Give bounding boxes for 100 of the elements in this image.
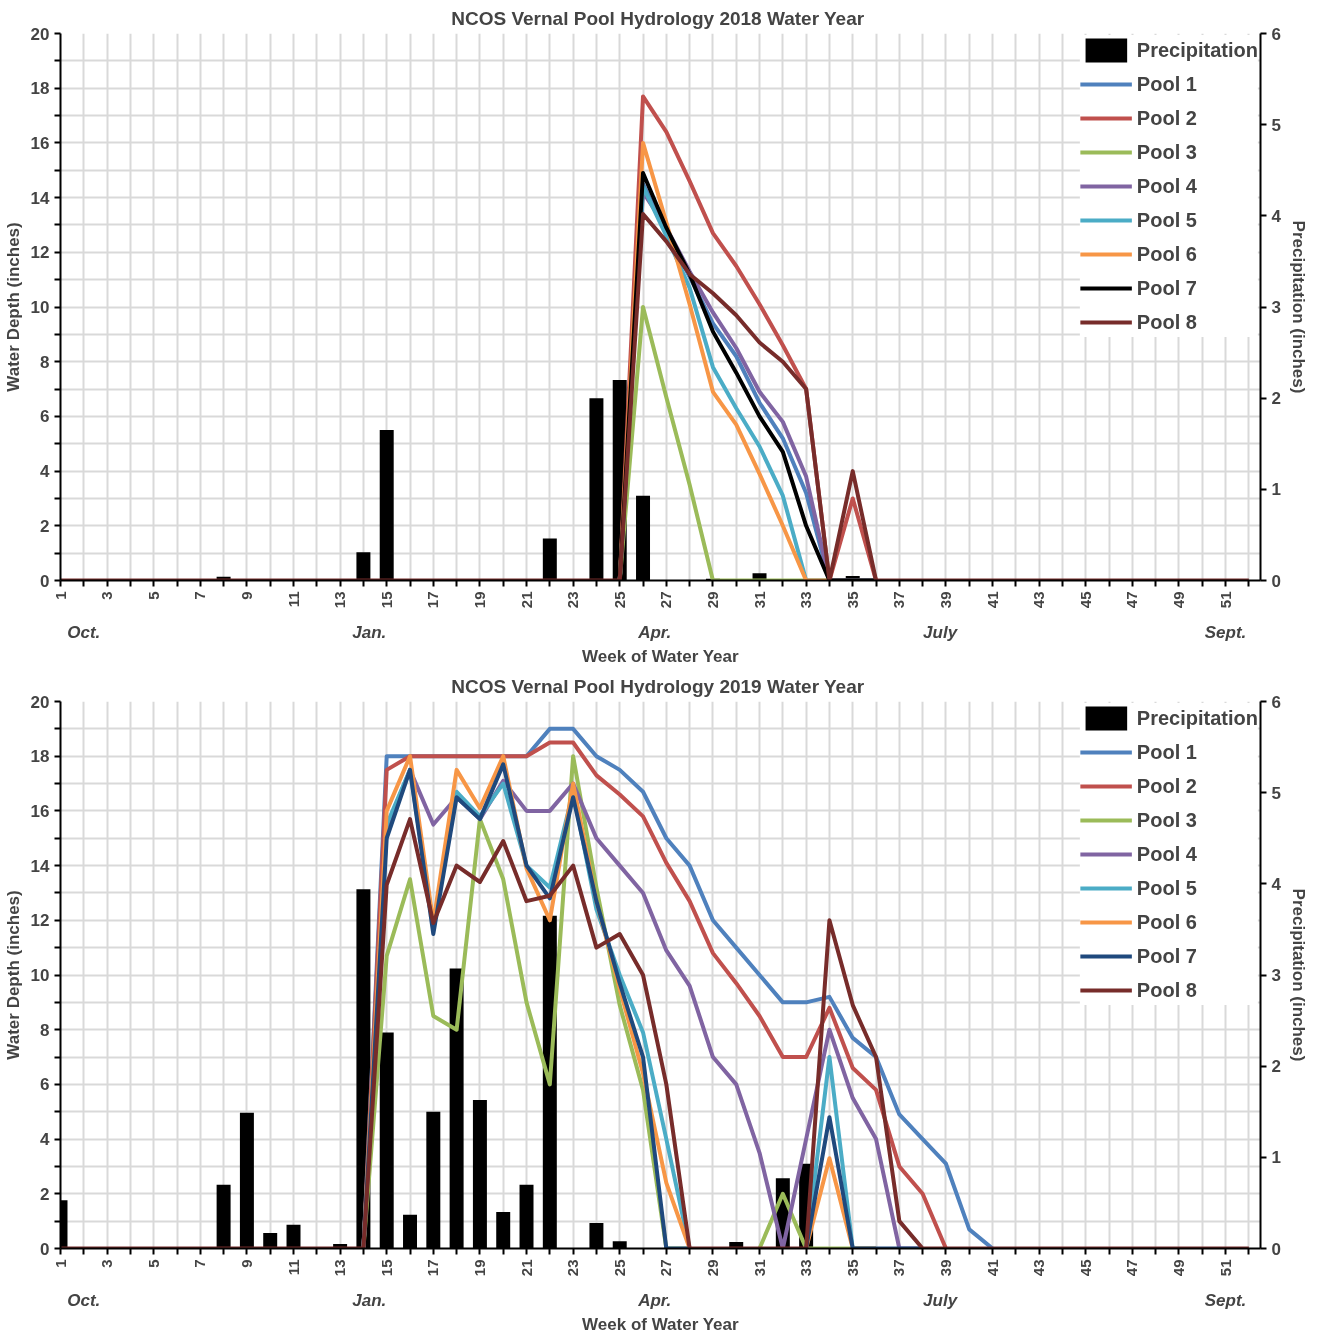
- y2-tick-label: 1: [1271, 480, 1281, 500]
- x-tick-label: 37: [890, 591, 908, 609]
- x-tick-label: 1: [51, 1259, 69, 1268]
- x-tick-label: 49: [1169, 1259, 1187, 1277]
- y-tick-label: 2: [40, 1184, 50, 1204]
- x-axis-title: Week of Water Year: [582, 646, 739, 666]
- x-tick-label: 33: [797, 1259, 815, 1277]
- y-tick-label: 2: [40, 516, 50, 536]
- y2-tick-label: 5: [1271, 115, 1281, 135]
- y-tick-label: 4: [40, 1130, 51, 1150]
- x-tick-label: 15: [377, 1259, 395, 1277]
- legend-label: Pool 5: [1136, 876, 1197, 900]
- y2-tick-label: 1: [1271, 1148, 1281, 1168]
- y2-tick-label: 4: [1271, 874, 1282, 894]
- y-tick-label: 16: [30, 801, 50, 821]
- y-tick-label: 6: [40, 1075, 50, 1095]
- y-tick-label: 8: [40, 1020, 50, 1040]
- x-tick-label: 27: [657, 591, 675, 609]
- legend-label: Pool 6: [1136, 242, 1197, 266]
- legend-label: Pool 2: [1136, 106, 1197, 130]
- x-tick-label: 11: [284, 591, 302, 608]
- text: Sept.: [1204, 622, 1247, 642]
- y-tick-label: 0: [40, 571, 50, 591]
- y2-tick-label: 4: [1271, 206, 1282, 226]
- x-tick-label: 51: [1216, 1259, 1234, 1277]
- x-tick-label: 45: [1076, 591, 1094, 609]
- y2-tick-label: 5: [1271, 783, 1281, 803]
- x-tick-label: 31: [750, 591, 768, 609]
- y-axis-title: Water Depth (inches): [3, 890, 23, 1060]
- y-tick-label: 18: [30, 79, 50, 99]
- x-tick-label: 23: [564, 591, 582, 609]
- y-tick-label: 4: [40, 462, 51, 482]
- x-tick-label: 47: [1123, 1259, 1141, 1277]
- x-tick-label: 29: [703, 591, 721, 609]
- legend-label: Pool 2: [1136, 774, 1197, 798]
- legend-label: Precipitation: [1136, 38, 1258, 62]
- y-tick-label: 0: [40, 1239, 50, 1259]
- y2-tick-label: 2: [1271, 1057, 1281, 1077]
- text: Oct.: [67, 1290, 101, 1310]
- x-tick-label: 33: [797, 591, 815, 609]
- y2-tick-label: 3: [1271, 966, 1281, 985]
- x-tick-label: 7: [191, 591, 209, 600]
- x-tick-label: 37: [890, 1259, 908, 1277]
- x-tick-label: 17: [424, 591, 442, 609]
- legend-label: Pool 5: [1136, 208, 1197, 232]
- x-tick-label: 39: [936, 1259, 954, 1277]
- x-tick-label: 43: [1030, 1259, 1048, 1277]
- x-tick-label: 49: [1169, 591, 1187, 609]
- x-tick-label: 51: [1216, 591, 1234, 609]
- x-tick-label: 45: [1076, 1259, 1094, 1277]
- y2-tick-label: 6: [1271, 24, 1281, 44]
- x-tick-label: 5: [144, 1259, 162, 1268]
- x-tick-label: 21: [517, 1259, 535, 1277]
- legend-label: Pool 8: [1136, 310, 1197, 334]
- y-tick-label: 8: [40, 352, 50, 372]
- x-tick-label: 15: [377, 591, 395, 609]
- y2-tick-label: 6: [1271, 692, 1281, 712]
- x-tick-label: 9: [237, 591, 255, 600]
- legend-label: Pool 4: [1136, 842, 1197, 866]
- x-tick-label: 41: [983, 591, 1001, 609]
- text: Apr.: [637, 1290, 672, 1310]
- x-tick-label: 19: [470, 1259, 488, 1277]
- y-tick-label: 18: [30, 747, 50, 767]
- text: Sept.: [1204, 1290, 1247, 1310]
- x-tick-label: 29: [703, 1259, 721, 1277]
- x-tick-label: 9: [237, 1259, 255, 1268]
- y-tick-label: 10: [30, 298, 50, 317]
- chart-title: NCOS Vernal Pool Hydrology 2019 Water Year: [451, 675, 865, 697]
- y-tick-label: 20: [30, 24, 50, 44]
- x-tick-label: 23: [564, 1259, 582, 1277]
- x-tick-label: 41: [983, 1259, 1001, 1277]
- x-tick-label: 7: [191, 1259, 209, 1268]
- x-tick-label: 13: [331, 591, 349, 609]
- x-tick-label: 19: [470, 591, 488, 609]
- y-axis-title: Water Depth (inches): [3, 222, 23, 392]
- x-tick-label: 3: [98, 591, 116, 600]
- x-tick-label: 31: [750, 1259, 768, 1277]
- x-tick-label: 47: [1123, 591, 1141, 609]
- text: Jan.: [352, 1290, 387, 1310]
- y2-axis-title: Precipitation (inches): [1288, 888, 1308, 1062]
- y2-tick-label: 3: [1271, 298, 1281, 317]
- y-tick-label: 12: [30, 243, 50, 263]
- x-tick-label: 39: [936, 591, 954, 609]
- x-tick-label: 35: [843, 591, 861, 609]
- x-tick-label: 21: [517, 591, 535, 609]
- x-tick-label: 27: [657, 1259, 675, 1277]
- legend-label: Pool 1: [1136, 740, 1197, 764]
- y2-tick-label: 0: [1271, 571, 1281, 591]
- x-tick-label: 11: [284, 1259, 302, 1276]
- y-tick-label: 14: [30, 856, 51, 876]
- chart-title: NCOS Vernal Pool Hydrology 2018 Water Year: [451, 7, 865, 29]
- legend-label: Pool 6: [1136, 910, 1197, 934]
- text: July: [923, 622, 959, 642]
- x-tick-label: 13: [331, 1259, 349, 1277]
- y-tick-label: 12: [30, 911, 50, 931]
- legend-label: Pool 4: [1136, 174, 1197, 198]
- text: July: [923, 1290, 959, 1310]
- legend-label: Precipitation: [1136, 706, 1258, 730]
- x-tick-label: 17: [424, 1259, 442, 1277]
- y-tick-label: 10: [30, 966, 50, 985]
